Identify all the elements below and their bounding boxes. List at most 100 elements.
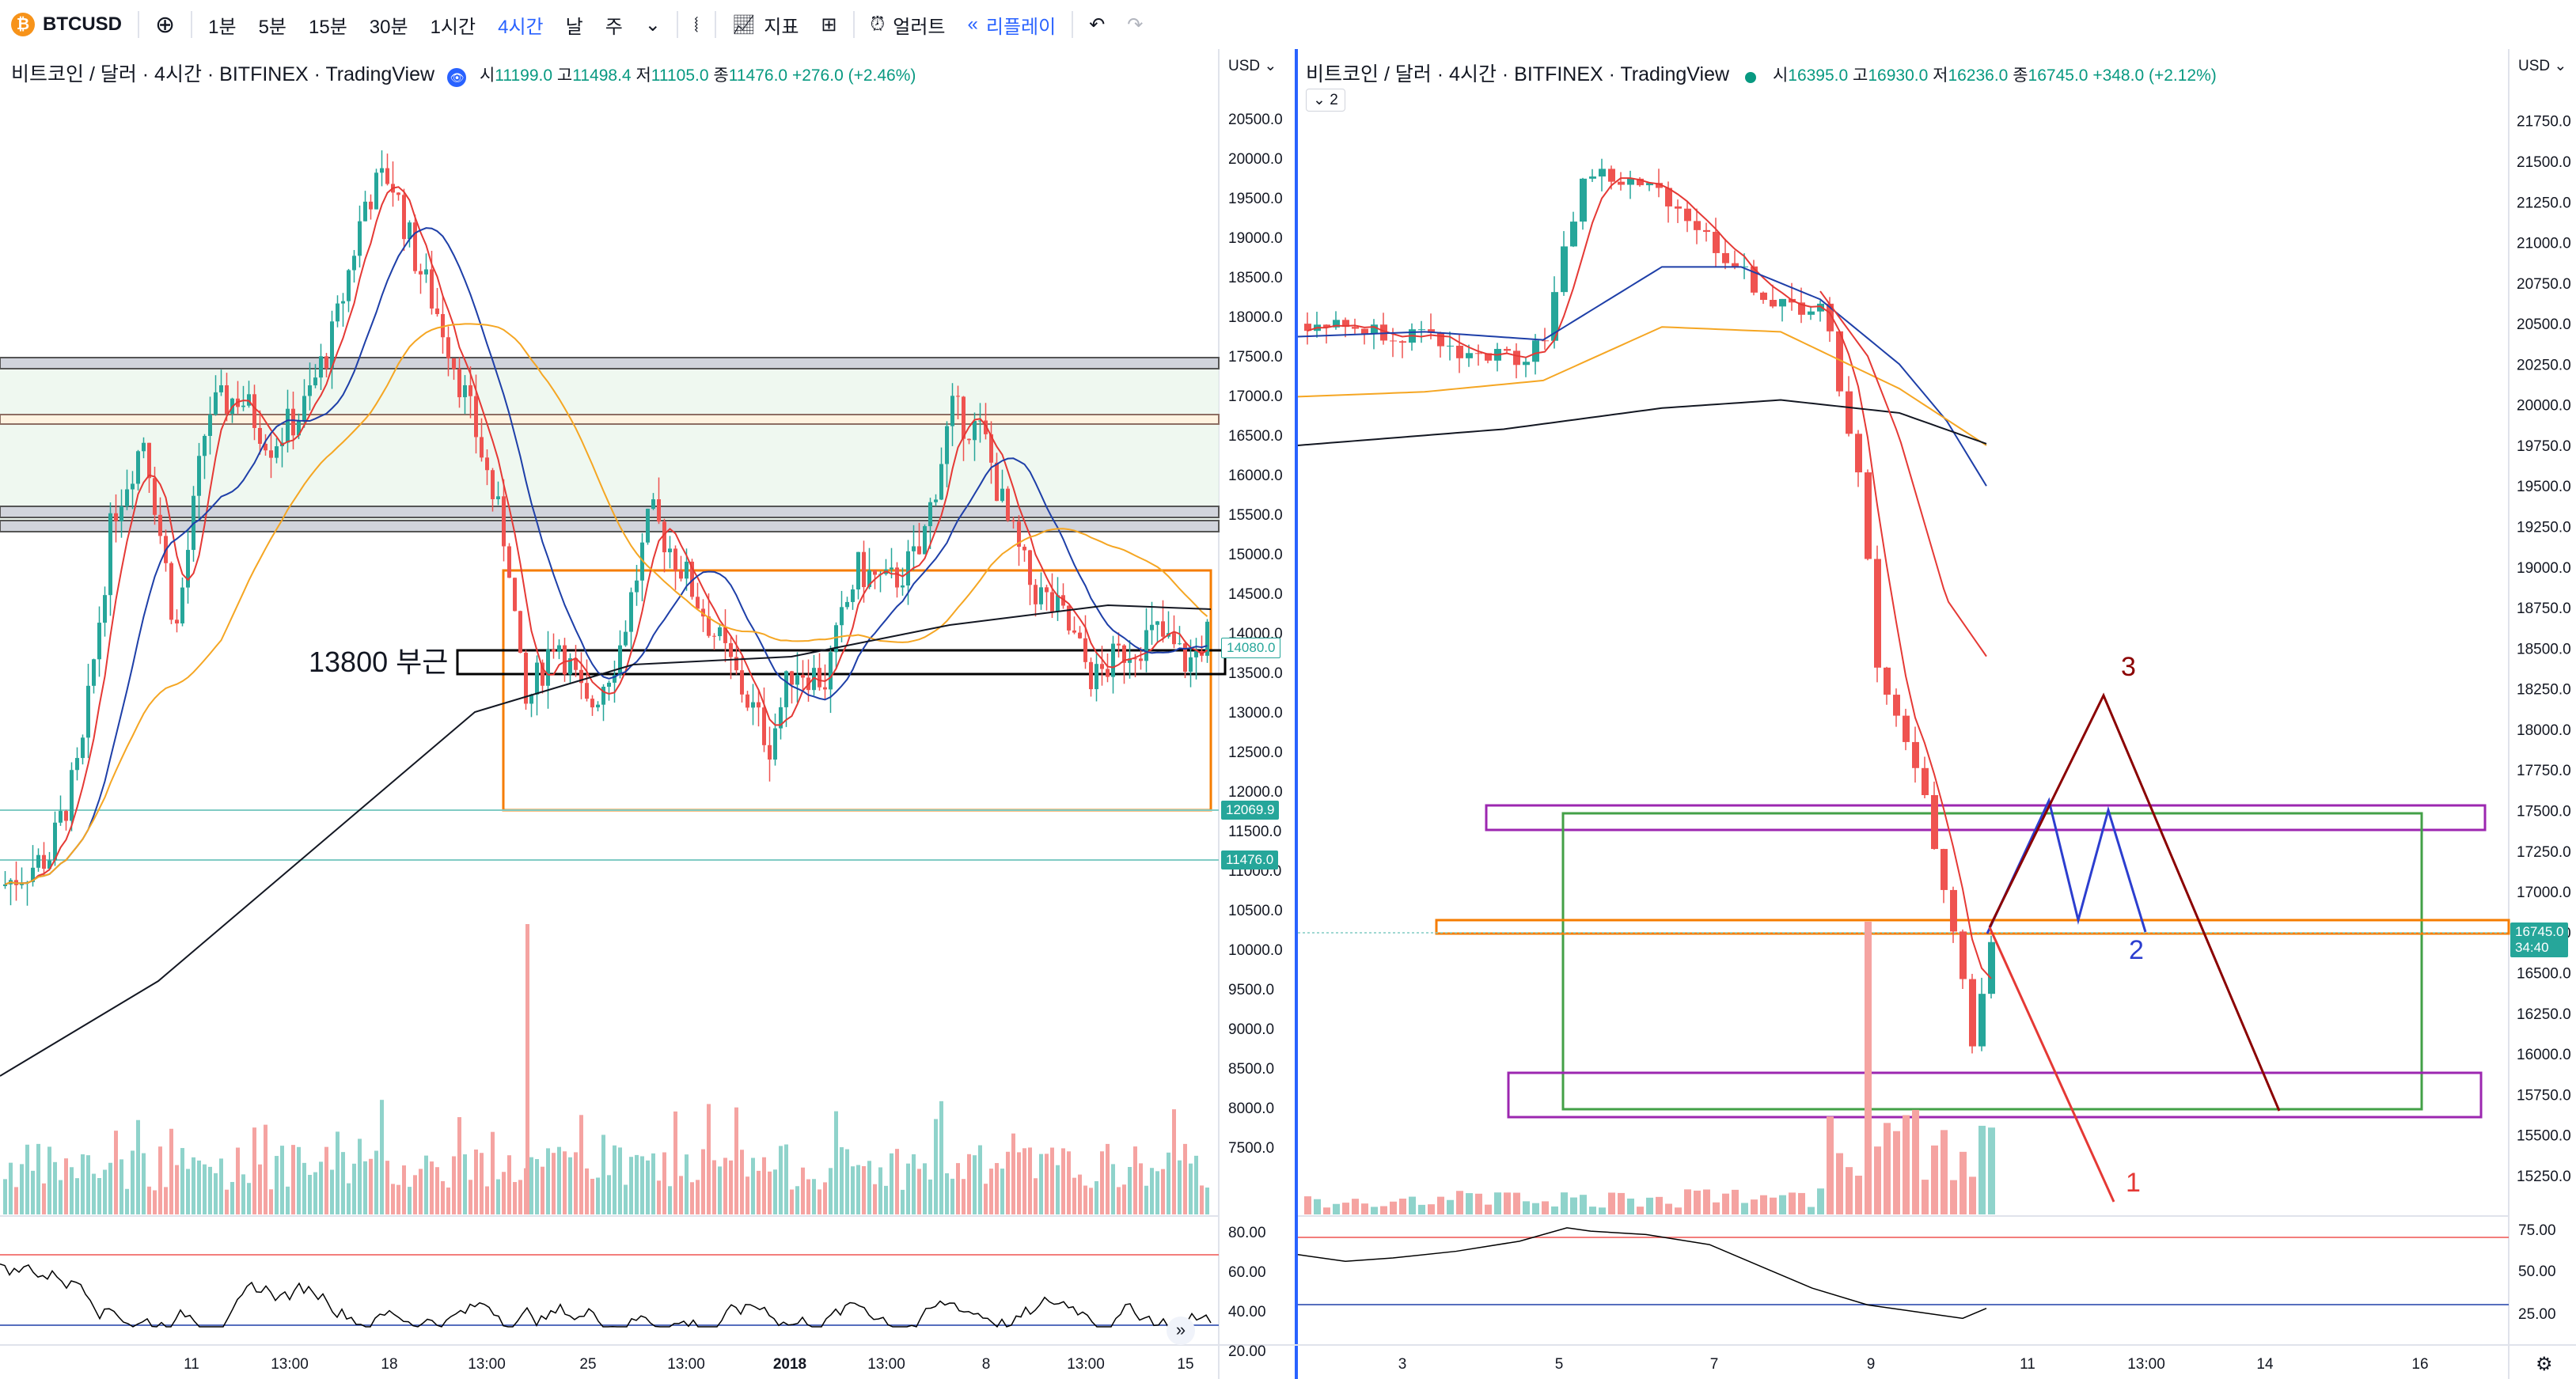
bearish-candle: [917, 546, 921, 555]
volume-bar: [707, 1104, 711, 1214]
bearish-candle: [1352, 327, 1359, 329]
volume-bar: [662, 1152, 666, 1214]
bearish-candle: [1694, 221, 1701, 230]
right-price-tick: 16000.0: [2517, 1047, 2571, 1063]
volume-bar: [1836, 1153, 1843, 1214]
bullish-candle: [1144, 630, 1148, 661]
bearish-candle: [1456, 345, 1463, 358]
volume-bar: [352, 1163, 356, 1214]
toolbar-divider: [714, 11, 716, 38]
volume-bar: [1183, 1143, 1187, 1214]
bullish-candle: [86, 685, 90, 738]
bearish-candle: [1122, 645, 1126, 663]
bullish-candle: [1095, 664, 1098, 690]
price-tag-12069: 12069.9: [1221, 801, 1280, 820]
replay-button[interactable]: « 리플레이: [957, 0, 1068, 49]
interval-30m[interactable]: 30분: [369, 16, 408, 38]
eye-icon[interactable]: 👁︎: [447, 67, 467, 87]
wave-label-1[interactable]: 1: [2126, 1168, 2141, 1198]
bullish-candle: [613, 675, 616, 683]
left-rsi-tick: 40.00: [1228, 1304, 1266, 1320]
left-price-axis[interactable]: 20500.0 20000.0 19500.0 19000.0 18500.0 18000…: [1228, 112, 1283, 1157]
volume-bar: [369, 1158, 373, 1214]
interval-week[interactable]: 주: [605, 16, 623, 38]
volume-bar: [923, 1163, 927, 1214]
interval-dropdown-chevron-icon[interactable]: ⌄: [644, 13, 661, 36]
volume-bar: [1189, 1163, 1193, 1214]
undo-icon[interactable]: ↶: [1089, 13, 1106, 36]
volume-bar: [1646, 1197, 1653, 1214]
bullish-candle: [3, 884, 7, 886]
left-time-axis[interactable]: 11 13:00 18 13:00 25 13:00 2018 13:00 8 13:00 15: [184, 1356, 1193, 1373]
volume-bar: [1194, 1155, 1198, 1214]
volume-bar: [408, 1187, 412, 1214]
bearish-candle: [1089, 661, 1093, 690]
right-rsi-axis: 75.00 50.00 25.00: [2518, 1222, 2556, 1323]
volume-bar: [901, 1189, 905, 1214]
indicators-button[interactable]: 📈︎ 지표: [721, 0, 810, 49]
symbol-search[interactable]: ₿ BTCUSD: [0, 0, 133, 49]
left-time-tick: 13:00: [667, 1356, 705, 1373]
bullish-candle: [685, 561, 689, 579]
interval-4h[interactable]: 4시간: [498, 16, 544, 38]
volume-bar: [441, 1180, 445, 1214]
volume-bar: [1380, 1206, 1387, 1214]
annotation-13800[interactable]: 13800 부근: [309, 646, 449, 678]
bearish-candle: [1050, 592, 1054, 612]
bearish-candle: [1656, 183, 1663, 188]
volume-bar: [1599, 1207, 1606, 1214]
alert-button[interactable]: ⏰︎ 얼러트: [859, 0, 957, 49]
volume-bar: [75, 1178, 79, 1214]
volume-bar: [1884, 1123, 1891, 1214]
bearish-candle: [1893, 695, 1900, 716]
bearish-candle: [1106, 669, 1110, 677]
wave-label-3[interactable]: 3: [2121, 652, 2136, 682]
indicators-collapse-toggle[interactable]: ⌄ 2: [1306, 89, 1345, 112]
volume-bar: [840, 1147, 844, 1214]
redo-icon[interactable]: ↷: [1127, 13, 1144, 36]
right-time-axis[interactable]: 3 5 7 9 11 13:00 14 16: [1398, 1356, 2429, 1373]
volume-bar: [1931, 1145, 1938, 1214]
volume-bar: [1760, 1195, 1767, 1214]
volume-bar: [1627, 1198, 1634, 1214]
volume-bar: [917, 1169, 921, 1214]
volume-bar: [1532, 1203, 1539, 1214]
bearish-candle: [1011, 520, 1015, 522]
volume-bar: [829, 1168, 833, 1214]
volume-bar: [203, 1164, 207, 1214]
wave-label-2[interactable]: 2: [2129, 935, 2144, 965]
right-price-tick: 20250.0: [2517, 357, 2571, 373]
interval-15m[interactable]: 15분: [309, 16, 347, 38]
volume-bar: [269, 1189, 273, 1214]
volume-bar: [679, 1176, 683, 1214]
bearish-candle: [1912, 741, 1919, 768]
templates-grid-icon[interactable]: ⊞: [821, 13, 837, 36]
left-currency-label[interactable]: USD ⌄: [1228, 58, 1277, 74]
left-price-tick: 9500.0: [1228, 982, 1274, 998]
bullish-candle: [978, 420, 982, 422]
candle-type-icon[interactable]: ⧙: [693, 11, 699, 36]
volume-bar: [1022, 1148, 1026, 1214]
volume-bar: [579, 1115, 583, 1214]
bullish-candle: [131, 483, 135, 490]
volume-bar: [862, 1165, 866, 1214]
interval-day[interactable]: 날: [565, 16, 583, 38]
bearish-candle: [42, 854, 46, 869]
bearish-candle: [1504, 349, 1511, 351]
bearish-candle: [1722, 252, 1729, 263]
interval-1h[interactable]: 1시간: [430, 16, 476, 38]
replay-rewind-icon: «: [967, 13, 978, 35]
volume-bar: [651, 1153, 655, 1214]
right-currency-label[interactable]: USD ⌄: [2518, 58, 2567, 74]
right-price-tick: 17750.0: [2517, 763, 2571, 779]
interval-5m[interactable]: 5분: [258, 16, 287, 38]
chart-canvas[interactable]: 20500.020000.019500.019000.018500.018000…: [0, 49, 2576, 1379]
settings-gear-icon[interactable]: ⚙︎: [2536, 1354, 2553, 1375]
volume-bar: [9, 1162, 13, 1214]
bearish-candle: [541, 662, 544, 686]
bearish-candle: [757, 702, 761, 708]
compare-plus-icon[interactable]: ⊕: [155, 11, 176, 38]
volume-bar: [701, 1149, 705, 1214]
interval-1m[interactable]: 1분: [208, 16, 237, 38]
scroll-to-realtime-icon[interactable]: »: [1167, 1316, 1195, 1345]
